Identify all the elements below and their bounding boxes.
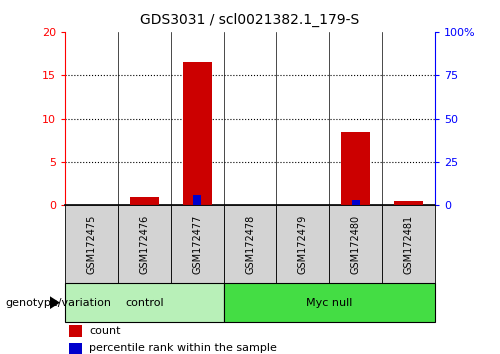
Bar [193,195,201,205]
Bar [182,62,212,205]
Bar [68,325,82,337]
Bar [352,200,360,205]
Text: GDS3031 / scl0021382.1_179-S: GDS3031 / scl0021382.1_179-S [140,12,360,27]
Text: count: count [89,326,120,336]
Text: Myc null: Myc null [306,298,352,308]
FancyBboxPatch shape [224,205,276,283]
Bar [394,201,423,205]
Text: GSM172479: GSM172479 [298,215,308,274]
Text: control: control [125,298,164,308]
Bar [130,197,159,205]
Text: percentile rank within the sample: percentile rank within the sample [89,343,277,353]
Text: GSM172478: GSM172478 [245,215,255,274]
Text: GSM172477: GSM172477 [192,215,202,274]
FancyBboxPatch shape [118,205,171,283]
FancyBboxPatch shape [276,205,330,283]
Text: genotype/variation: genotype/variation [5,298,111,308]
Bar [68,343,82,354]
Text: GSM172476: GSM172476 [140,215,149,274]
Text: GSM172475: GSM172475 [86,215,97,274]
Text: GSM172480: GSM172480 [350,215,360,274]
Bar [224,283,435,322]
Bar [341,132,370,205]
Text: GSM172481: GSM172481 [404,215,413,274]
FancyBboxPatch shape [330,205,382,283]
Bar [65,283,224,322]
FancyBboxPatch shape [170,205,224,283]
FancyBboxPatch shape [382,205,435,283]
FancyBboxPatch shape [65,205,118,283]
